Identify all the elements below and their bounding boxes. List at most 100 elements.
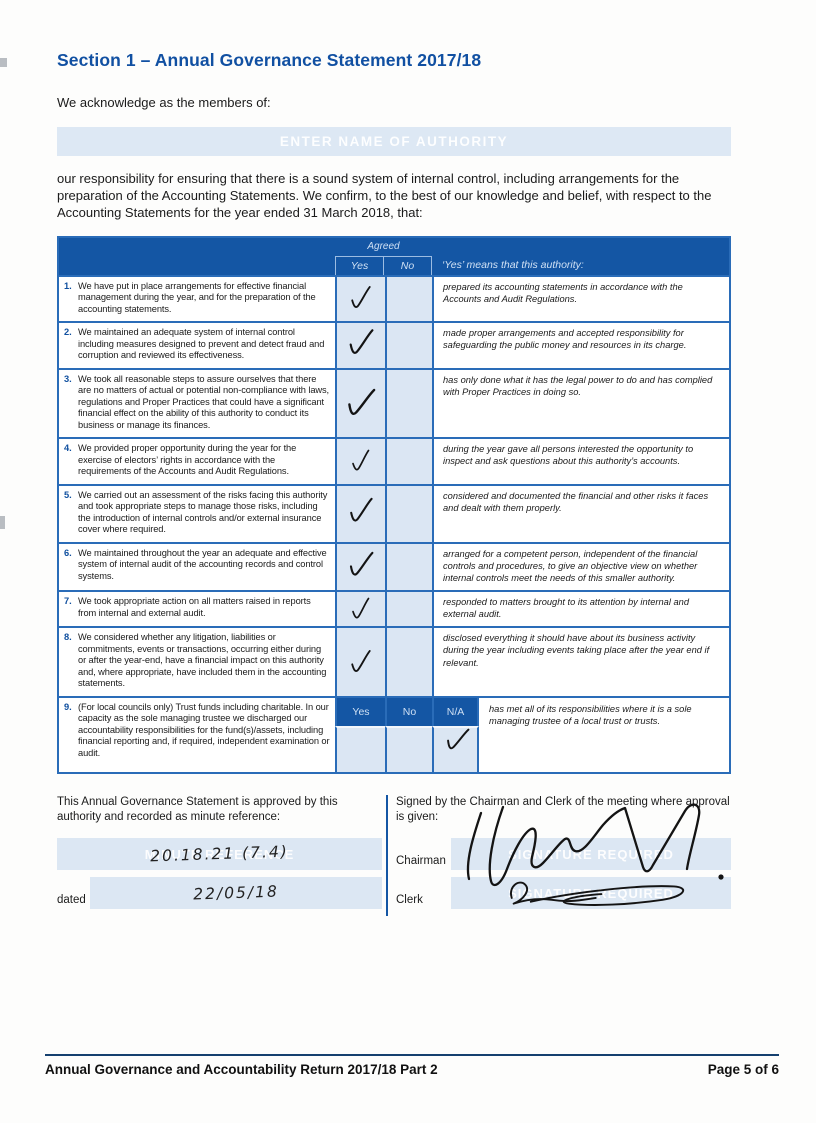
meaning-text: considered and documented the financial … — [432, 485, 729, 542]
chairman-label: Chairman — [396, 855, 446, 868]
yes-checkbox-cell[interactable] — [335, 592, 385, 627]
page-title: Section 1 – Annual Governance Statement … — [57, 50, 482, 70]
no-checkbox-cell[interactable] — [385, 628, 432, 696]
meaning-text: responded to matters brought to its atte… — [432, 592, 729, 627]
minute-reference-field[interactable]: MINUTE REFERENCE 20.18.21 (7.4) — [57, 838, 382, 871]
dated-label: dated — [57, 894, 86, 907]
assertion-text: We took appropriate action on all matter… — [78, 596, 311, 618]
no-checkbox-cell[interactable] — [385, 369, 432, 438]
assertion-text: (For local councils only) Trust funds in… — [78, 701, 330, 758]
no-checkbox-cell[interactable] — [385, 439, 432, 484]
chairman-signature-field[interactable]: SIGNATURE REQUIRED — [451, 838, 731, 871]
table-row: 6. We maintained throughout the year an … — [59, 541, 729, 591]
no-checkbox-cell[interactable] — [385, 276, 432, 322]
assertion-cell: 7. We took appropriate action on all mat… — [59, 592, 335, 627]
table-header-empty-cell — [59, 238, 335, 275]
check-mark-icon — [352, 449, 370, 471]
na-checkbox-cell[interactable] — [432, 725, 479, 772]
yes-checkbox-cell[interactable] — [335, 369, 385, 438]
check-mark-icon — [350, 498, 373, 523]
check-mark-icon — [351, 286, 371, 309]
no-subheader: No — [385, 697, 432, 726]
no-column-header: No — [384, 255, 432, 275]
clerk-label: Clerk — [396, 894, 423, 907]
governance-statement-table: Agreed Yes No ‘Yes’ means that this auth… — [57, 235, 731, 774]
check-mark-icon — [349, 551, 374, 576]
means-column-header: ‘Yes’ means that this authority: — [442, 258, 584, 271]
table-row: 7. We took appropriate action on all mat… — [59, 590, 729, 627]
approval-section: This Annual Governance Statement is appr… — [57, 794, 731, 917]
check-mark-icon — [352, 597, 370, 619]
yes-checkbox-cell[interactable] — [335, 543, 385, 591]
check-mark-icon — [348, 388, 376, 416]
assertion-text: We provided proper opportunity during th… — [78, 443, 297, 477]
no-checkbox-cell[interactable] — [385, 485, 432, 542]
table-header: Agreed Yes No ‘Yes’ means that this auth… — [59, 237, 729, 275]
assertion-number: 7. — [64, 596, 72, 607]
authority-name-placeholder: ENTER NAME OF AUTHORITY — [279, 134, 509, 149]
agreed-header: Agreed — [367, 240, 400, 252]
table-row: 3. We took all reasonable steps to assur… — [59, 367, 729, 438]
assertion-cell: 3. We took all reasonable steps to assur… — [59, 369, 335, 438]
scan-artifact — [0, 58, 7, 67]
assertion-text: We maintained an adequate system of inte… — [78, 327, 325, 361]
table-row: 4. We provided proper opportunity during… — [59, 437, 729, 484]
table-row: 5. We carried out an assessment of the r… — [59, 483, 729, 542]
meaning-text: disclosed everything it should have abou… — [432, 628, 729, 696]
assertion-text: We carried out an assessment of the risk… — [78, 489, 328, 535]
meaning-text: prepared its accounting statements in ac… — [432, 276, 729, 322]
assertion-cell: 9. (For local councils only) Trust funds… — [59, 697, 335, 772]
assertion-cell: 2. We maintained an adequate system of i… — [59, 323, 335, 368]
assertion-text: We took all reasonable steps to assure o… — [78, 373, 330, 430]
minute-reference-placeholder: MINUTE REFERENCE — [144, 846, 295, 862]
assertion-number: 2. — [64, 327, 72, 338]
dated-handwriting: 22/05/18 — [192, 882, 280, 904]
meaning-text: arranged for a competent person, indepen… — [432, 543, 729, 591]
yes-checkbox-cell[interactable] — [335, 628, 385, 696]
table-row-trust-funds: 9. (For local councils only) Trust funds… — [59, 695, 729, 772]
table-row: 1. We have put in place arrangements for… — [59, 274, 729, 322]
na-subheader: N/A — [432, 697, 479, 726]
signature-placeholder: SIGNATURE REQUIRED — [508, 846, 674, 862]
page-footer: Annual Governance and Accountability Ret… — [45, 1054, 779, 1077]
assertion-number: 9. — [64, 701, 72, 712]
clerk-signature-field[interactable]: SIGNATURE REQUIRED — [451, 877, 731, 910]
yes-checkbox-cell[interactable] — [335, 439, 385, 484]
assertion-cell: 5. We carried out an assessment of the r… — [59, 485, 335, 542]
meaning-text: has only done what it has the legal powe… — [432, 369, 729, 438]
meaning-text: made proper arrangements and accepted re… — [432, 323, 729, 368]
assertion-cell: 8. We considered whether any litigation,… — [59, 628, 335, 696]
footer-document-title: Annual Governance and Accountability Ret… — [45, 1062, 438, 1077]
no-checkbox-cell[interactable] — [385, 543, 432, 591]
yes-checkbox-cell[interactable] — [335, 725, 385, 772]
dated-field[interactable]: 22/05/18 — [90, 877, 382, 910]
no-checkbox-cell[interactable] — [385, 725, 432, 772]
signature-placeholder: SIGNATURE REQUIRED — [508, 885, 674, 901]
minute-reference-handwriting: 20.18.21 (7.4) — [149, 842, 290, 866]
table-row: 8. We considered whether any litigation,… — [59, 626, 729, 696]
check-mark-icon — [351, 649, 371, 672]
assertion-cell: 1. We have put in place arrangements for… — [59, 276, 335, 322]
yes-checkbox-cell[interactable] — [335, 323, 385, 368]
yes-subheader: Yes — [335, 697, 385, 726]
footer-page-number: Page 5 of 6 — [707, 1062, 779, 1077]
assertion-number: 5. — [64, 489, 72, 500]
assertion-number: 1. — [64, 280, 72, 291]
yes-checkbox-cell[interactable] — [335, 485, 385, 542]
approval-left-heading: This Annual Governance Statement is appr… — [57, 795, 338, 824]
assertion-text: We considered whether any litigation, li… — [78, 632, 327, 689]
check-mark-icon — [446, 729, 469, 750]
table-row: 2. We maintained an adequate system of i… — [59, 321, 729, 368]
approval-right-heading: Signed by the Chairman and Clerk of the … — [396, 795, 730, 824]
authority-name-field[interactable]: ENTER NAME OF AUTHORITY — [57, 127, 731, 156]
no-checkbox-cell[interactable] — [385, 592, 432, 627]
intro-paragraph: our responsibility for ensuring that the… — [57, 171, 712, 220]
assertion-cell: 4. We provided proper opportunity during… — [59, 439, 335, 484]
assertion-number: 3. — [64, 373, 72, 384]
no-checkbox-cell[interactable] — [385, 323, 432, 368]
yes-checkbox-cell[interactable] — [335, 276, 385, 322]
assertion-cell: 6. We maintained throughout the year an … — [59, 543, 335, 591]
assertion-text: We have put in place arrangements for ef… — [78, 280, 316, 314]
yes-column-header: Yes — [335, 255, 384, 275]
